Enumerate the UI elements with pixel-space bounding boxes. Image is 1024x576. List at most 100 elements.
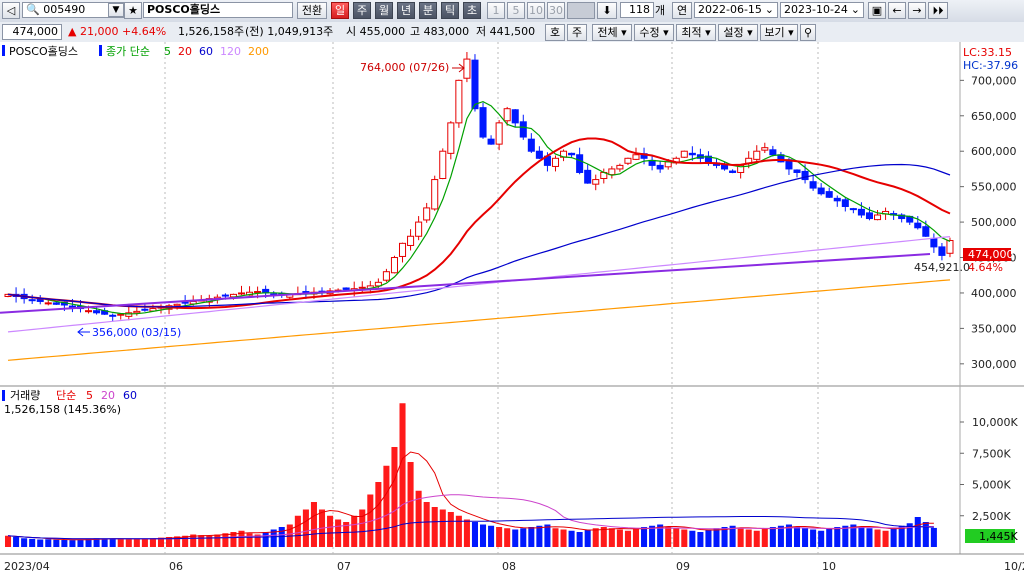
price-tick-label: 700,000 [971, 74, 1017, 87]
last-price-box [963, 248, 1011, 261]
last-price-label: 474,000 [968, 248, 1014, 261]
down-arrow-icon[interactable]: ⬇ [597, 2, 617, 19]
volume-bar [616, 529, 623, 547]
volume-bar [705, 529, 712, 547]
quote-bar: 474,000 ▲ 21,000 +4.64% 1,526,158주 (전) 1… [0, 22, 1024, 43]
interval-10[interactable]: 10 [527, 2, 545, 19]
volume-bar [399, 403, 406, 547]
volume-prev: (전) 1,049,913주 [245, 25, 334, 38]
candle-body [503, 108, 511, 122]
volume-bar [254, 534, 261, 547]
volume-bar [335, 519, 342, 547]
stock-code-input[interactable]: 🔍 005490 [22, 2, 126, 18]
candle-body [495, 122, 503, 145]
count-unit: 개 [655, 4, 666, 17]
candle-body [519, 121, 527, 138]
end-date-input[interactable]: 2023-10-24 ⌄ [780, 2, 864, 18]
optimal-dropdown[interactable]: 최적 ▾ [676, 24, 716, 41]
calendar-icon[interactable] [567, 2, 595, 19]
volume-bar [5, 535, 12, 547]
period-초[interactable]: 초 [463, 2, 481, 19]
save-icon[interactable]: ▣ [868, 2, 886, 19]
favorite-star-icon[interactable]: ★ [124, 2, 142, 19]
volume-value-label: 1,526,158 (145.36%) [4, 403, 121, 416]
year-button[interactable]: 연 [672, 2, 692, 19]
candle-body [382, 271, 390, 281]
volume-bar [560, 529, 567, 547]
candle-body [817, 187, 825, 195]
price-change-pct: +4.64% [122, 25, 167, 38]
volume-bar [729, 525, 736, 547]
volume-bar [641, 527, 648, 547]
volume-bar [882, 530, 889, 547]
count-input[interactable]: 118 [620, 2, 654, 18]
volume-bar [367, 494, 374, 547]
arrow-right-icon[interactable]: → [908, 2, 926, 19]
candle-body [865, 212, 873, 220]
price-tick-label: 500,000 [971, 216, 1017, 229]
candle-body [358, 286, 366, 289]
volume-bar [649, 525, 656, 547]
volume-bar [182, 535, 189, 547]
interval-5[interactable]: 5 [507, 2, 525, 19]
volume-bar [850, 524, 857, 547]
end-date-value: 2023-10-24 [784, 3, 848, 16]
volume-bar [552, 528, 559, 547]
stock-chart[interactable]: 700,000650,000600,000550,000500,000450,0… [0, 42, 1024, 576]
volume-bar [568, 530, 575, 547]
candle-body [938, 246, 946, 256]
volume-bar [906, 523, 913, 547]
volume-bar [810, 529, 817, 547]
stock-code-value: 005490 [43, 3, 86, 16]
volume-bar [536, 525, 543, 547]
volume-bar [431, 507, 438, 547]
volume-bar [166, 537, 173, 547]
period-틱[interactable]: 틱 [441, 2, 459, 19]
x-axis-label: 10/24 [1004, 560, 1024, 573]
candle-body [729, 170, 737, 173]
candle-body [439, 150, 447, 180]
candle-body [568, 152, 576, 156]
open-price: 시 455,000 [346, 25, 406, 38]
volume-bar [101, 538, 108, 547]
pin-icon[interactable]: ⚲ [800, 24, 816, 41]
prev-icon[interactable]: ◁ [2, 2, 20, 19]
volume-bar [141, 538, 148, 547]
settings-dropdown[interactable]: 설정 ▾ [718, 24, 758, 41]
all-dropdown[interactable]: 전체 ▾ [592, 24, 632, 41]
candle-body [616, 164, 624, 170]
period-일[interactable]: 일 [331, 2, 349, 19]
period-년[interactable]: 년 [397, 2, 415, 19]
interval-1[interactable]: 1 [487, 2, 505, 19]
convert-button[interactable]: 전환 [297, 2, 327, 19]
volume-bar [737, 528, 744, 547]
period-주[interactable]: 주 [353, 2, 371, 19]
volume-bar [721, 527, 728, 547]
candle-body [825, 191, 833, 198]
volume-bar [61, 540, 68, 547]
legend-marker [2, 390, 5, 401]
volume-ma-5: 5 [86, 389, 93, 402]
volume-bar [761, 528, 768, 547]
modify-dropdown[interactable]: 수정 ▾ [634, 24, 674, 41]
volume-bar [576, 532, 583, 547]
fast-forward-icon[interactable]: ⏵⏵ [928, 2, 948, 19]
last-price: 474,000 [2, 24, 62, 40]
view-dropdown[interactable]: 보기 ▾ [760, 24, 798, 41]
candle-body [181, 301, 189, 304]
optimal-label: 최적 [681, 26, 702, 39]
ho-button[interactable]: 호 [545, 24, 565, 41]
period-월[interactable]: 월 [375, 2, 393, 19]
start-date-input[interactable]: 2022-06-15 ⌄ [694, 2, 778, 18]
dropdown-icon[interactable]: ▼ [108, 3, 124, 17]
ma-legend-120: 120 [220, 45, 241, 58]
period-분[interactable]: 분 [419, 2, 437, 19]
ju-button[interactable]: 주 [567, 24, 587, 41]
volume-bar [415, 490, 422, 547]
volume-bar [13, 537, 20, 547]
interval-30[interactable]: 30 [547, 2, 565, 19]
volume-bar [407, 462, 414, 547]
volume-bar [785, 524, 792, 547]
arrow-left-icon[interactable]: ← [888, 2, 906, 19]
candle-body [447, 122, 455, 154]
